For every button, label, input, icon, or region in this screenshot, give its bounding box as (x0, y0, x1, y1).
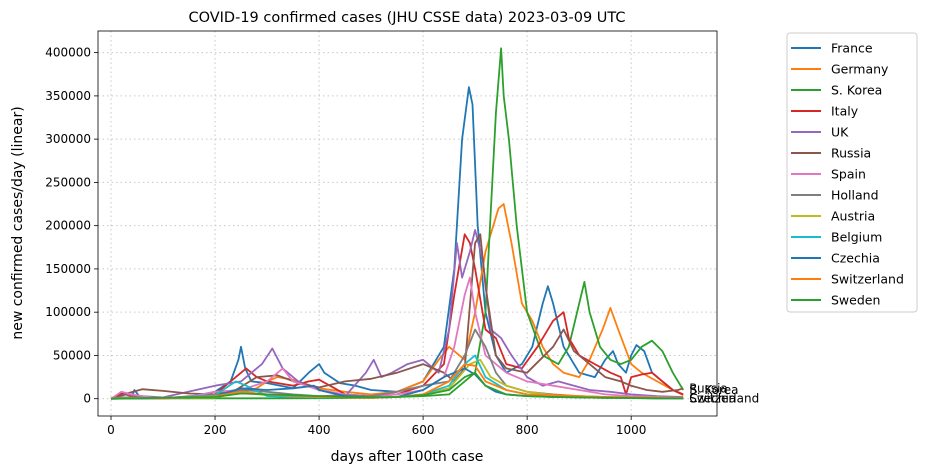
x-tick-label: 1000 (616, 423, 647, 437)
legend-entry: Germany (831, 62, 889, 77)
series-line-uk (110, 229, 684, 400)
legend-frame (786, 32, 918, 313)
x-tick-label: 600 (412, 423, 435, 437)
series-line-switzerland (110, 363, 684, 400)
plot-frame (97, 30, 718, 417)
gridlines (98, 31, 717, 416)
legend-entry: Russia (831, 146, 871, 161)
x-tick-label: 0 (107, 423, 115, 437)
y-tick-label: 300000 (45, 132, 91, 146)
x-tick-label: 400 (308, 423, 331, 437)
series-layer (110, 47, 684, 400)
series-end-label: Switzerland (689, 391, 759, 405)
y-tick-label: 150000 (45, 262, 91, 276)
legend-entry: Belgium (831, 230, 882, 245)
series-end-label: S. Korea (689, 383, 738, 397)
y-axis: 0 50000 100000 150000 200000 250000 300000 3500… (45, 46, 98, 406)
legend-entry: Switzerland (831, 272, 904, 287)
legend-entry: Italy (831, 104, 859, 119)
legend-entry: Sweden (831, 293, 880, 308)
x-tick-label: 800 (516, 423, 539, 437)
x-axis-label: days after 100th case (331, 449, 484, 465)
legend-entry: Austria (831, 209, 875, 224)
x-axis: 0 200 400 600 800 1000 (107, 416, 646, 437)
chart-title: COVID-19 confirmed cases (JHU CSSE data)… (188, 10, 625, 26)
legend-entry: Holland (831, 188, 879, 203)
x-tick-label: 200 (204, 423, 227, 437)
legend-entry: UK (831, 125, 849, 140)
legend-entry: S. Korea (831, 83, 882, 98)
y-axis-label: new confirmed cases/day (linear) (10, 106, 26, 339)
y-tick-label: 250000 (45, 175, 91, 189)
series-end-label: Czechia (689, 391, 736, 405)
series-line-sweden (110, 371, 684, 400)
legend-entry: France (831, 41, 873, 56)
y-tick-label: 100000 (45, 305, 91, 319)
y-tick-label: 0 (83, 392, 91, 406)
y-tick-label: 400000 (45, 46, 91, 60)
y-tick-label: 50000 (53, 348, 91, 362)
series-end-label: Russia (689, 381, 728, 395)
y-tick-label: 350000 (45, 89, 91, 103)
legend: France Germany S. Korea Italy UK Russia Spain H… (786, 32, 918, 313)
legend-entry: Spain (831, 167, 866, 182)
legend-entry: Czechia (831, 251, 880, 266)
y-tick-label: 200000 (45, 219, 91, 233)
